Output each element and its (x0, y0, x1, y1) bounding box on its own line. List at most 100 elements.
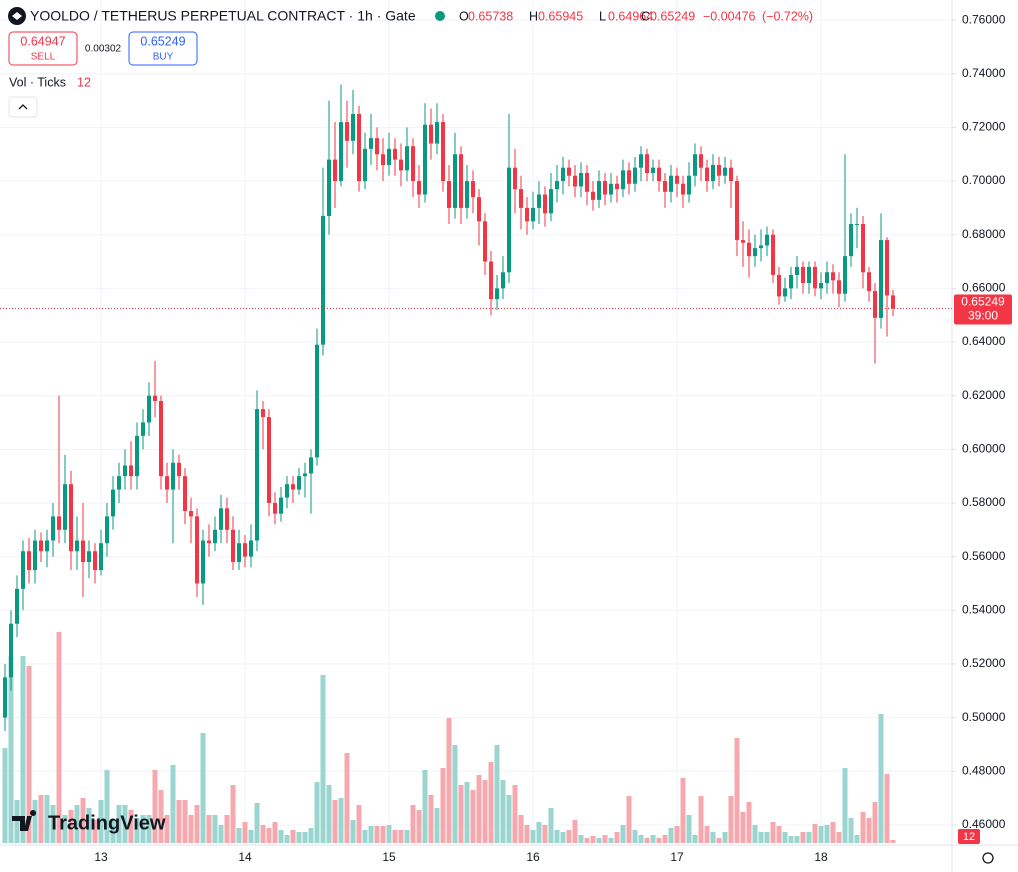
candle-body (735, 181, 739, 241)
y-tick-label: 0.56000 (962, 549, 1006, 563)
volume-bar (626, 796, 632, 843)
y-tick-label: 0.66000 (962, 281, 1006, 295)
volume-bar (8, 656, 14, 843)
volume-bar (542, 825, 548, 843)
volume-bar (770, 822, 776, 843)
candle-body (393, 148, 397, 160)
candle-body (435, 122, 439, 144)
volume-bar (410, 805, 416, 843)
candle-body (183, 476, 187, 512)
volume-bar (218, 825, 224, 843)
candle-body (753, 248, 757, 257)
buy-price: 0.65249 (140, 34, 185, 48)
y-tick-label: 0.52000 (962, 656, 1006, 670)
y-tick-label: 0.64000 (962, 334, 1006, 348)
volume-bar (392, 830, 398, 843)
volume-bar (212, 815, 218, 843)
candle-body (297, 476, 301, 490)
candle-body (477, 197, 481, 222)
indicator-name: Vol · Ticks (9, 75, 66, 89)
candle-body (21, 551, 25, 589)
volume-bar (890, 840, 896, 843)
volume-bar (146, 815, 152, 843)
candle-body (465, 181, 469, 208)
volume-bar (44, 795, 50, 843)
candle-body (747, 242, 751, 257)
ohlc-key: L (599, 9, 606, 23)
candle-body (267, 417, 271, 503)
candle-body (855, 223, 859, 225)
candle-body (351, 114, 355, 141)
volume-bar (758, 832, 764, 843)
candle-body (717, 164, 721, 176)
volume-bar (128, 810, 134, 843)
candle-body (243, 543, 247, 557)
candle-body (537, 194, 541, 208)
volume-bar (632, 830, 638, 843)
volume-bar (134, 818, 140, 843)
volume-bar (776, 826, 782, 843)
candle-body (153, 395, 157, 402)
buy-label: BUY (153, 52, 174, 63)
buy-button[interactable] (128, 31, 198, 66)
sell-button[interactable] (8, 31, 78, 66)
candle-body (669, 175, 673, 192)
volume-bar (56, 632, 62, 843)
candle-body (615, 183, 619, 190)
volume-bar (488, 762, 494, 843)
volume-bar (824, 825, 830, 843)
indicator-value: 12 (77, 75, 91, 89)
candle-body (699, 154, 703, 168)
volume-bar (164, 815, 170, 843)
candle-body (519, 189, 523, 208)
candle-body (429, 124, 433, 144)
ohlc-value: 0.65249 (650, 9, 695, 23)
candle-body (381, 154, 385, 165)
settings-button[interactable] (982, 852, 994, 864)
candle-body (141, 422, 145, 436)
volume-bar (266, 828, 272, 843)
y-tick-label: 0.76000 (962, 12, 1006, 26)
candle-body (339, 122, 343, 182)
candle-body (723, 167, 727, 176)
volume-bar (26, 666, 32, 843)
candle-body (861, 223, 865, 273)
volume-bar (692, 835, 698, 843)
volume-bar (710, 832, 716, 843)
volume-bar (842, 768, 848, 843)
candle-body (9, 623, 13, 678)
volume-bar (236, 828, 242, 843)
candle-body (687, 175, 691, 195)
symbol-logo-mark (12, 12, 22, 20)
candle-body (711, 164, 715, 182)
volume-bar (464, 782, 470, 843)
volume-bar (848, 818, 854, 843)
candle-body (363, 148, 367, 182)
volume-bar (398, 830, 404, 843)
candle-body (831, 272, 835, 281)
volume-bar (356, 805, 362, 843)
volume-bar (506, 795, 512, 843)
candle-body (447, 181, 451, 208)
volume-bar (200, 733, 206, 843)
candle-body (189, 511, 193, 517)
volume-bar (302, 832, 308, 843)
candle-body (75, 540, 79, 552)
candle-body (387, 148, 391, 165)
candle-body (207, 540, 211, 544)
volume-bar (182, 800, 188, 843)
candle-body (219, 508, 223, 530)
candle-body (93, 551, 97, 571)
volume-bar (656, 838, 662, 843)
volume-bar (98, 800, 104, 843)
collapse-button[interactable] (8, 96, 38, 118)
candle-body (579, 173, 583, 187)
volume-bar (2, 748, 8, 843)
volume-bar (104, 770, 110, 843)
candle-body (273, 502, 277, 514)
volume-bar (230, 785, 236, 843)
volume-bar (566, 830, 572, 843)
candle-body (885, 240, 889, 296)
candle-body (813, 266, 817, 289)
volume-pane (2, 632, 896, 843)
